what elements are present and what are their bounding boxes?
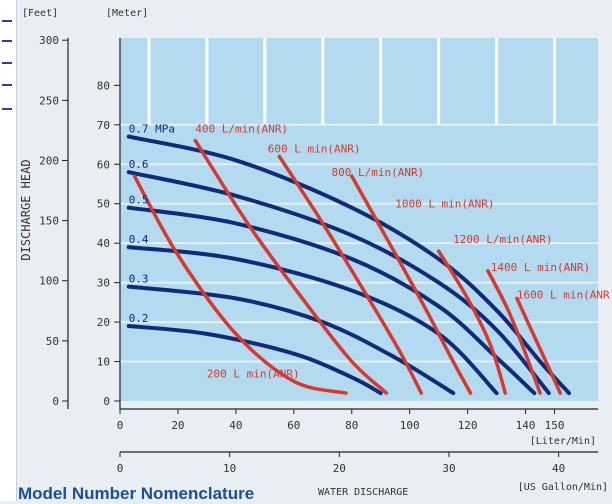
meter-tick-label: 50	[97, 198, 110, 211]
air-consumption-label: 1000 L min(ANR)	[395, 198, 494, 211]
pressure-curve-label: 0.2	[129, 312, 149, 325]
side-link-marker[interactable]	[2, 20, 12, 22]
x-tick-label: 40	[229, 419, 242, 432]
feet-tick-label: 150	[39, 215, 59, 228]
pressure-curve-label: 0.5	[129, 194, 149, 207]
air-consumption-label: 600 L min(ANR)	[268, 142, 361, 155]
x-axis-title: WATER DISCHARGE	[318, 487, 409, 498]
pressure-curve-label: 0.4	[129, 233, 149, 246]
feet-tick-label: 250	[39, 94, 59, 107]
x-tick-label: 100	[400, 419, 420, 432]
gallon-tick-label: 20	[333, 462, 346, 475]
y-right-unit-label: [Meter]	[106, 8, 148, 19]
air-consumption-label: 200 L min(ANR)	[207, 367, 300, 380]
pressure-curve-0-2	[126, 324, 383, 396]
pressure-curve-0-7-mpa	[126, 134, 571, 396]
gallon-tick-label: 10	[223, 462, 236, 475]
meter-tick-label: 30	[97, 277, 110, 290]
air-consumption-label: 800 L/min(ANR)	[331, 166, 424, 179]
side-link-marker[interactable]	[2, 108, 12, 110]
meter-tick-label: 60	[97, 158, 110, 171]
pressure-curve-label: 0.6	[129, 158, 149, 171]
air-consumption-curve-1400-l-min-anr	[486, 269, 542, 395]
meter-tick-label: 10	[97, 356, 110, 369]
air-consumption-curve-1000-l-min-anr	[350, 174, 473, 395]
air-consumption-curve-800-l-min-anr	[277, 154, 424, 395]
x-tick-label: 20	[171, 419, 184, 432]
air-consumption-label: 400 L/min(ANR)	[195, 123, 288, 136]
x-tick-label: 150	[545, 419, 565, 432]
gallon-tick-label: 40	[552, 462, 565, 475]
feet-tick-label: 50	[46, 335, 59, 348]
pressure-curve-0-4	[126, 245, 499, 396]
air-consumption-curve-600-l-min-anr	[193, 138, 389, 395]
gallon-tick-label: 30	[442, 462, 455, 475]
pressure-curve-0-6	[126, 170, 551, 396]
meter-tick-label: 40	[97, 237, 110, 250]
x-tick-label: 80	[345, 419, 358, 432]
x-unit-label-gpm: [US Gallon/Min]	[518, 482, 608, 493]
air-consumption-label: 1600 L min(ANR)	[517, 288, 612, 301]
air-consumption-label: 1400 L min(ANR)	[491, 261, 590, 274]
side-nav-strip	[0, 0, 17, 501]
y-axis-title: DISCHARGE HEAD	[19, 159, 33, 260]
feet-tick-label: 0	[52, 395, 59, 408]
air-consumption-label: 1200 L/min(ANR)	[453, 233, 552, 246]
x-tick-label: 140	[516, 419, 536, 432]
gallon-tick-label: 0	[117, 462, 124, 475]
page-section-heading: Model Number Nomenclature	[18, 484, 255, 503]
meter-tick-label: 0	[103, 395, 110, 408]
side-link-marker[interactable]	[2, 84, 12, 86]
side-link-marker[interactable]	[2, 40, 12, 42]
pressure-curve-label: 0.7 MPa	[129, 123, 175, 136]
side-link-marker[interactable]	[2, 62, 12, 64]
y-left-unit-label: [Feet]	[22, 8, 58, 19]
meter-tick-label: 20	[97, 316, 110, 329]
pressure-curve-label: 0.3	[129, 273, 149, 286]
feet-tick-label: 200	[39, 154, 59, 167]
x-tick-label: 0	[117, 419, 124, 432]
feet-tick-label: 300	[39, 34, 59, 47]
feet-tick-label: 100	[39, 275, 59, 288]
air-consumption-curve-1200-l-min-anr	[436, 249, 508, 395]
meter-tick-label: 80	[97, 79, 110, 92]
x-unit-label-lpm: [Liter/Min]	[530, 436, 596, 447]
meter-tick-label: 70	[97, 119, 110, 132]
air-consumption-curve-1600-l-min-anr	[515, 296, 563, 395]
x-tick-label: 120	[458, 419, 478, 432]
x-tick-label: 60	[287, 419, 300, 432]
air-consumption-curve-400-l-min-anr	[132, 174, 348, 395]
